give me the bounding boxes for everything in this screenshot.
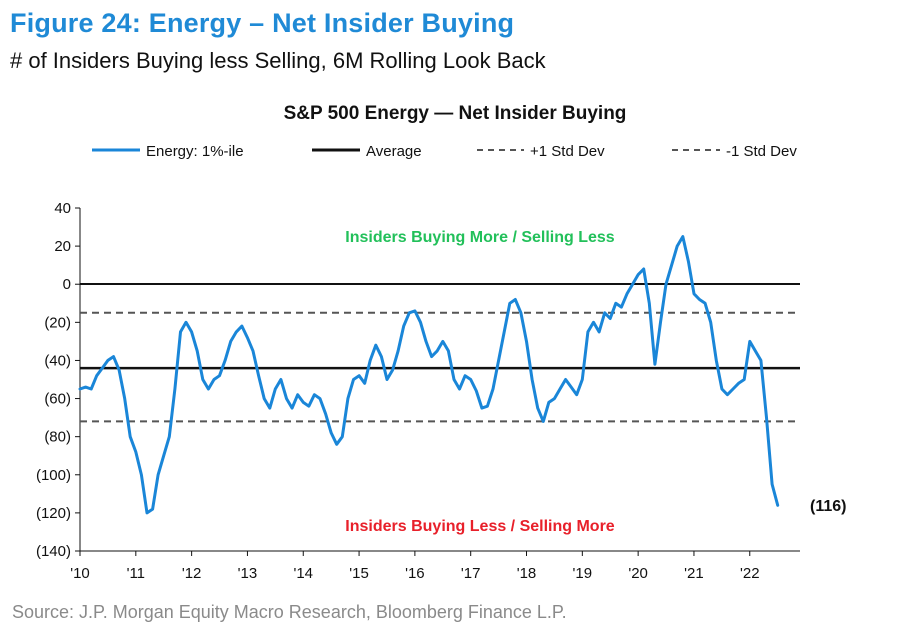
end-value-label: (116) [810,498,846,515]
y-axis-ticks: 40 20 0 (20) (40) (60) (80) (100) (120) (140) [36,200,80,560]
y-tick-label: (140) [36,543,71,560]
source-note: Source: J.P. Morgan Equity Macro Researc… [12,602,567,622]
reference-lines [80,311,800,423]
y-tick-label: 20 [54,238,71,255]
series-energy [78,235,780,515]
y-tick-label: (100) [36,467,71,484]
x-tick-label: '14 [293,565,313,582]
x-axis-ticks: '10 '11 '12 '13 '14 '15 '16 '17 '18 '19 '20 '21 '22 [70,551,760,582]
y-tick-label: (120) [36,505,71,522]
x-tick-label: '20 [628,565,648,582]
zone-label-lower: Insiders Buying Less / Selling More [345,518,615,535]
x-tick-label: '12 [182,565,202,582]
legend-label-plus-std: +1 Std Dev [530,143,605,160]
y-tick-label: 40 [54,200,71,217]
x-tick-label: '11 [127,565,145,582]
y-tick-label: 0 [63,276,71,293]
zone-label-upper: Insiders Buying More / Selling Less [345,229,615,246]
y-tick-label: (20) [44,314,71,331]
y-tick-label: (60) [44,391,71,408]
x-tick-label: '13 [238,565,258,582]
y-tick-label: (80) [44,429,71,446]
x-tick-label: '17 [461,565,481,582]
x-tick-label: '18 [517,565,537,582]
figure-title: Figure 24: Energy – Net Insider Buying [10,8,515,38]
legend-label-average: Average [366,143,422,160]
y-tick-label: (40) [44,352,71,369]
figure-subtitle: # of Insiders Buying less Selling, 6M Ro… [10,48,546,73]
x-tick-label: '15 [349,565,369,582]
legend-label-minus-std: -1 Std Dev [726,143,797,160]
chart-title: S&P 500 Energy — Net Insider Buying [284,103,627,124]
legend: Energy: 1%-ile Average +1 Std Dev -1 Std… [92,143,797,160]
x-tick-label: '19 [573,565,593,582]
x-tick-label: '16 [405,565,425,582]
legend-label-energy: Energy: 1%-ile [146,143,244,160]
series-line [78,235,780,515]
x-tick-label: '10 [70,565,90,582]
x-tick-label: '21 [684,565,704,582]
x-tick-label: '22 [740,565,760,582]
